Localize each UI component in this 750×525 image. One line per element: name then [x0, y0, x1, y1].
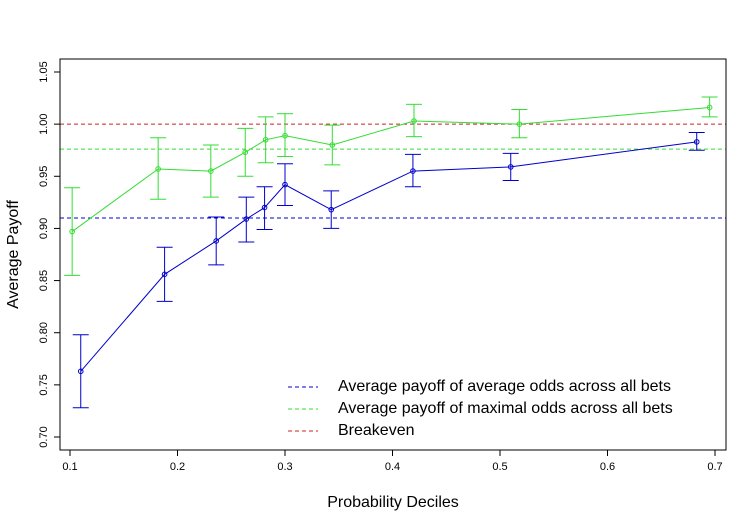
series-line-maximal — [71, 106, 710, 232]
y-tick-label: 0.80 — [38, 322, 50, 343]
x-tick-label: 0.6 — [600, 461, 615, 473]
y-tick-label: 0.95 — [38, 166, 50, 187]
y-tick-label: 0.85 — [38, 270, 50, 291]
data-point-average — [328, 206, 335, 213]
x-tick-label: 0.5 — [492, 461, 507, 473]
data-point-maximal — [208, 168, 214, 174]
data-point-maximal — [262, 136, 269, 143]
y-axis-title: Average Payoff — [5, 200, 22, 309]
x-tick-label: 0.1 — [62, 461, 77, 473]
data-point-maximal — [282, 132, 288, 139]
y-tick-label: 1.05 — [38, 61, 50, 82]
x-tick-label: 0.2 — [170, 461, 185, 473]
x-tick-label: 0.4 — [385, 461, 400, 473]
x-axis: 0.1 0.2 0.3 0.4 0.5 0.6 0.7 — [62, 449, 723, 473]
series-average — [72, 131, 705, 409]
y-tick-label: 1.00 — [38, 113, 50, 134]
y-axis: 0.70 0.75 0.80 0.85 0.90 0.95 1.00 1.05 — [38, 61, 61, 448]
legend-label-max: Average payoff of maximal odds across al… — [338, 400, 673, 417]
legend-label-avg: Average payoff of average odds across al… — [338, 378, 671, 395]
data-point-average — [261, 204, 268, 211]
series-layer — [64, 96, 718, 409]
data-point-average — [693, 139, 700, 145]
y-tick-label: 0.90 — [38, 218, 50, 239]
x-tick-label: 0.7 — [707, 461, 722, 473]
data-point-maximal — [155, 166, 161, 172]
x-axis-title: Probability Deciles — [327, 494, 459, 511]
data-point-maximal — [69, 228, 75, 235]
data-point-average — [243, 216, 250, 222]
x-tick-label: 0.3 — [277, 461, 292, 473]
data-point-average — [161, 271, 168, 278]
data-point-average — [410, 168, 416, 174]
legend: Average payoff of average odds across al… — [288, 378, 673, 439]
data-point-average — [213, 238, 219, 244]
data-point-average — [507, 164, 514, 170]
data-point-average — [77, 368, 84, 375]
data-point-maximal — [411, 118, 417, 124]
data-point-maximal — [516, 121, 523, 127]
data-point-maximal — [242, 149, 249, 156]
data-point-maximal — [706, 104, 713, 111]
legend-label-breakeven: Breakeven — [338, 422, 415, 439]
y-tick-label: 0.70 — [38, 426, 50, 447]
series-line-average — [80, 141, 697, 372]
series-maximal — [64, 96, 718, 276]
data-point-average — [282, 181, 288, 188]
y-tick-label: 0.75 — [38, 374, 50, 395]
data-point-maximal — [329, 142, 336, 148]
reference-lines — [60, 123, 726, 219]
